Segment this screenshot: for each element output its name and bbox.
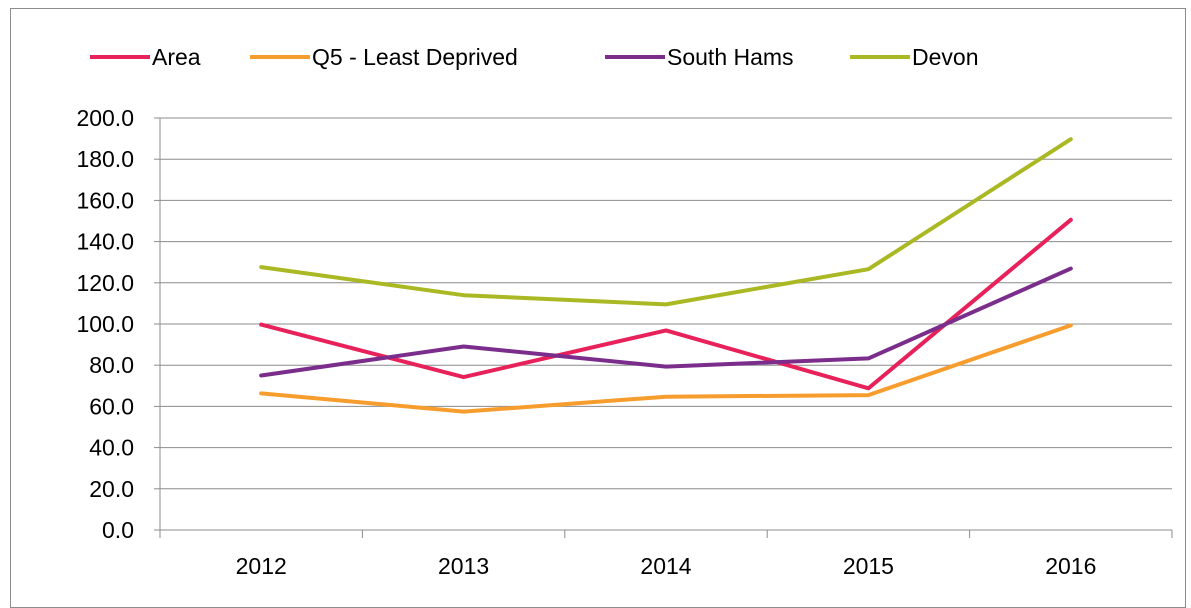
series-line-south-hams: [259, 266, 1073, 378]
legend-label: Devon: [912, 44, 978, 70]
chart-frame: [10, 8, 1186, 608]
legend-item-south-hams: South Hams: [605, 44, 794, 70]
x-tick-label: 2015: [843, 553, 894, 579]
y-tick-label: 120.0: [76, 270, 134, 296]
x-tick-label: 2012: [236, 553, 287, 579]
x-tick-label: 2014: [640, 553, 691, 579]
y-tick-label: 0.0: [102, 517, 134, 543]
gridlines: [154, 117, 1172, 531]
y-tick-label: 140.0: [76, 229, 134, 255]
series-line-area: [259, 217, 1073, 391]
y-tick-label: 20.0: [89, 476, 134, 502]
legend-item-devon: Devon: [850, 44, 978, 70]
series-lines: [259, 137, 1073, 414]
y-tick-label: 100.0: [76, 311, 134, 337]
legend-label: Area: [152, 44, 201, 70]
y-tick-label: 60.0: [89, 393, 134, 419]
legend-item-q5-least-deprived: Q5 - Least Deprived: [250, 44, 518, 70]
x-tick-label: 2013: [438, 553, 489, 579]
y-tick-label: 40.0: [89, 435, 134, 461]
series-line-devon: [259, 137, 1073, 307]
x-tick-label: 2016: [1045, 553, 1096, 579]
line-chart: Area Q5 - Least Deprived South Hams Devon 0…: [76, 44, 1173, 579]
y-tick-label: 200.0: [76, 105, 134, 131]
y-tick-label: 80.0: [89, 352, 134, 378]
y-tick-label: 160.0: [76, 187, 134, 213]
legend-label: Q5 - Least Deprived: [312, 44, 518, 70]
legend-item-area: Area: [90, 44, 201, 70]
axes: [159, 118, 1173, 538]
legend: Area Q5 - Least Deprived South Hams Devon: [90, 44, 978, 70]
y-axis-tick-labels: 0.0 20.0 40.0 60.0 80.0 100.0 120.0 140.0 160.0 1…: [76, 105, 134, 543]
series-line-q5-least-deprived: [259, 323, 1073, 414]
y-tick-label: 180.0: [76, 146, 134, 172]
legend-label: South Hams: [667, 44, 794, 70]
x-axis-tick-labels: 2012 2013 2014 2015 2016: [236, 553, 1097, 579]
